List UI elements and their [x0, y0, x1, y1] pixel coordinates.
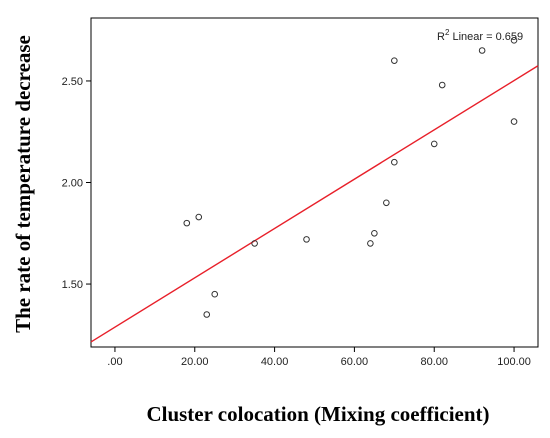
y-tick-label: 1.50 [62, 279, 83, 291]
data-point [371, 229, 378, 237]
x-tick-label: 20.00 [181, 356, 209, 368]
plot-area [90, 17, 539, 348]
data-point [478, 47, 486, 54]
linear-fit-line [90, 65, 539, 343]
data-point [383, 199, 390, 207]
data-point [251, 240, 258, 247]
y-tick-label: 2.00 [62, 178, 83, 190]
data-points [183, 37, 518, 318]
x-tick-label: 80.00 [420, 356, 448, 368]
data-point [510, 37, 518, 44]
r2-annotation: R2 Linear = 0.659 [437, 28, 523, 43]
y-axis: 1.50 2.00 2.50 [62, 76, 91, 291]
data-point [438, 81, 446, 89]
x-tick-label: 40.00 [261, 356, 289, 368]
data-point [211, 290, 219, 298]
x-axis-title: Cluster colocation (Mixing coefficient) [146, 402, 489, 426]
data-point [183, 219, 191, 227]
r2-superscript: 2 [445, 28, 450, 37]
data-point [303, 236, 310, 243]
data-point [195, 213, 203, 221]
x-tick-label: 100.00 [497, 356, 531, 368]
data-point [203, 311, 211, 318]
x-tick-label: 60.00 [341, 356, 369, 368]
data-point [510, 118, 518, 125]
data-point [391, 158, 398, 166]
x-tick-label: .00 [107, 356, 122, 368]
y-tick-label: 2.50 [62, 76, 83, 88]
data-point [367, 240, 374, 247]
data-point [391, 57, 398, 64]
data-point [430, 140, 438, 148]
x-axis: .00 20.00 40.00 60.00 80.00 100.00 [107, 347, 531, 368]
y-axis-title: The rate of temperature decrease [11, 35, 35, 333]
